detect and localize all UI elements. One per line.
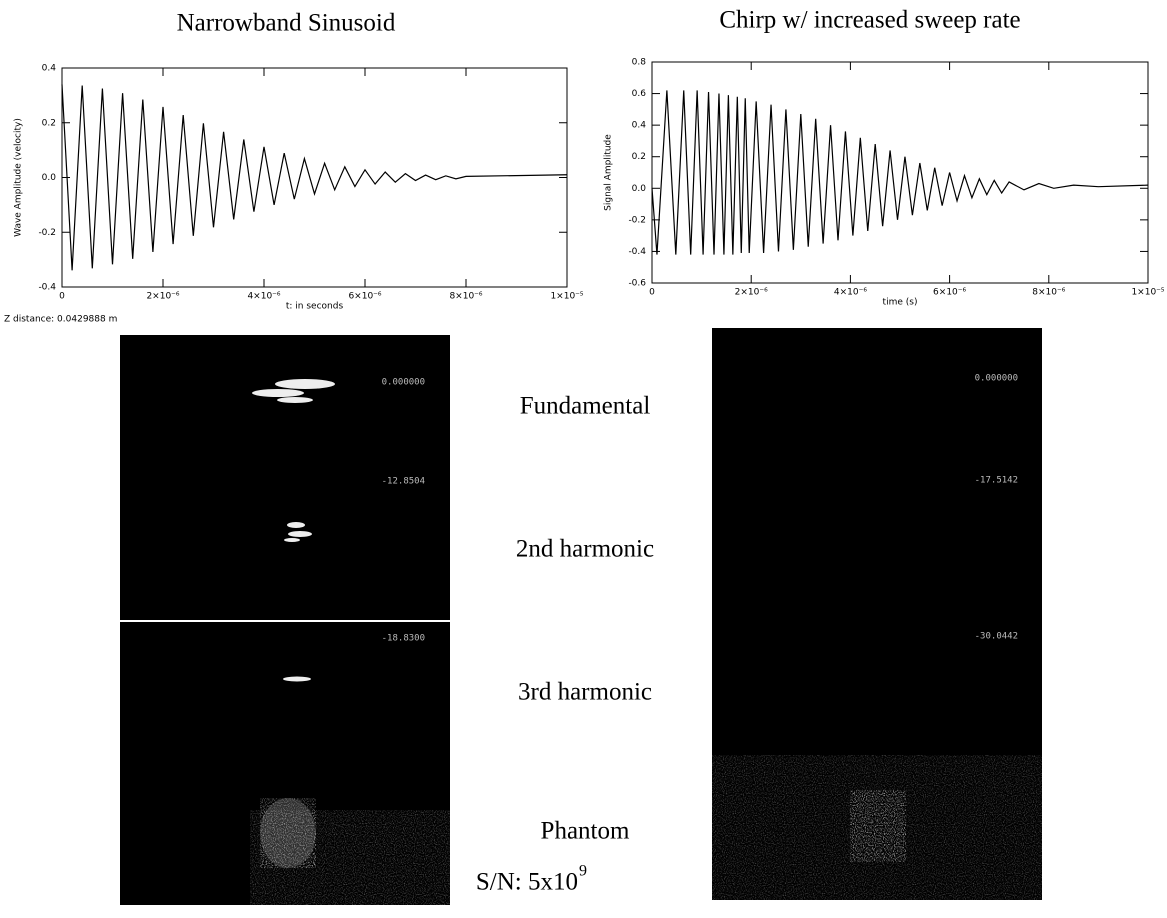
sn-exponent: 9: [579, 863, 587, 880]
panel-value: -12.8504: [382, 477, 425, 487]
y-tick-label: -0.4: [38, 283, 56, 293]
y-axis-label: Signal Amplitude: [604, 134, 614, 211]
signal-line: [651, 90, 1149, 255]
y-tick-label: -0.6: [628, 279, 646, 289]
y-tick-label: -0.2: [628, 215, 646, 225]
panel-label: Fundamental: [520, 393, 651, 420]
panel-value: -30.0442: [975, 632, 1018, 642]
x-tick-label: 4×10⁻⁶: [834, 288, 867, 298]
y-tick-label: 0.4: [632, 121, 647, 131]
x-axis-label: time (s): [883, 298, 918, 308]
x-tick-label: 4×10⁻⁶: [247, 292, 280, 302]
annotation: Z distance: 0.0429888 m: [4, 315, 117, 325]
panel-value: 0.000000: [382, 378, 425, 388]
phantom-shade: [260, 798, 316, 868]
y-axis-label: Wave Amplitude (velocity): [14, 118, 24, 237]
y-tick-label: 0.2: [42, 118, 56, 128]
y-tick-label: 0.4: [42, 64, 57, 74]
x-tick-label: 0: [59, 292, 65, 302]
x-tick-label: 2×10⁻⁶: [146, 292, 179, 302]
panel-label: 3rd harmonic: [518, 679, 652, 706]
x-axis-label: t: in seconds: [286, 302, 344, 312]
chart-title: Narrowband Sinusoid: [177, 10, 396, 37]
y-tick-label: -0.2: [38, 228, 56, 238]
x-tick-label: 8×10⁻⁶: [1032, 288, 1065, 298]
x-tick-label: 6×10⁻⁶: [348, 292, 381, 302]
chart-title: Chirp w/ increased sweep rate: [719, 7, 1020, 34]
y-tick-label: 0.6: [632, 89, 647, 99]
panel-value: -17.5142: [975, 476, 1018, 486]
phantom: [850, 790, 906, 862]
y-tick-label: 0.8: [632, 58, 647, 68]
x-tick-label: 1×10⁻⁵: [550, 292, 583, 302]
y-tick-label: 0.2: [632, 152, 646, 162]
x-tick-label: 1×10⁻⁵: [1131, 288, 1164, 298]
panel-value: -18.8300: [382, 634, 425, 644]
x-tick-label: 0: [649, 288, 655, 298]
panel-label: 2nd harmonic: [516, 536, 654, 563]
panel-label: Phantom: [541, 818, 630, 845]
x-tick-label: 2×10⁻⁶: [735, 288, 768, 298]
y-tick-label: 0.0: [42, 173, 57, 183]
echo-blobs: [252, 379, 335, 682]
y-tick-label: 0.0: [632, 184, 647, 194]
x-tick-label: 8×10⁻⁶: [449, 292, 482, 302]
sn-label: S/N: 5x10: [476, 869, 578, 896]
signal-line: [61, 84, 568, 271]
phantom: [260, 798, 316, 868]
plot-frame: [651, 61, 1149, 284]
x-tick-label: 6×10⁻⁶: [933, 288, 966, 298]
panel-value: 0.000000: [975, 374, 1018, 384]
y-tick-label: -0.4: [628, 247, 646, 257]
